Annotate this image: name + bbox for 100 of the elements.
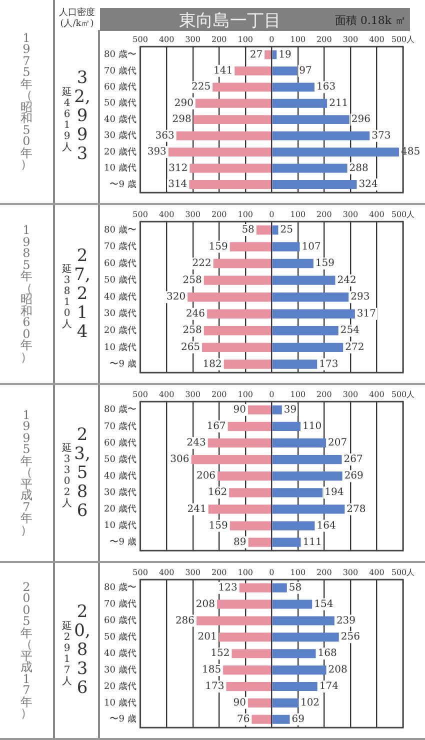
y-tick-label: 40 歳代 xyxy=(104,114,136,125)
x-tick-label: 100 xyxy=(290,568,306,577)
y-tick-label: 80 歳〜 xyxy=(104,224,136,236)
y-tick-label: 80 歳〜 xyxy=(104,404,136,416)
data-label: 239 xyxy=(336,615,356,626)
data-label: 25 xyxy=(280,224,293,236)
x-tick-label: 100 xyxy=(290,34,306,44)
x-tick-label: 500 xyxy=(132,568,148,577)
data-label: 312 xyxy=(168,162,188,174)
x-tick-label: 200 xyxy=(211,390,227,399)
x-tick-label: 0 xyxy=(269,210,274,219)
data-label: 39 xyxy=(284,404,297,416)
y-tick-label: 〜9 歳 xyxy=(110,536,136,548)
data-label: 159 xyxy=(315,258,335,270)
data-label: 154 xyxy=(314,598,334,610)
y-tick-label: 30 歳代 xyxy=(104,664,136,676)
x-tick-label: 300 xyxy=(185,34,200,44)
data-label: 293 xyxy=(350,292,370,303)
y-tick-label: 80 歳〜 xyxy=(104,582,136,594)
data-label: 201 xyxy=(198,632,217,643)
text: 延2917人 xyxy=(62,620,72,686)
data-label: 254 xyxy=(340,325,360,336)
x-tick-label: 200 xyxy=(316,210,332,219)
text: 1975年（昭和50年） xyxy=(20,30,32,171)
y-tick-label: 〜9 歳 xyxy=(110,358,136,370)
data-label: 102 xyxy=(300,698,320,709)
data-label: 298 xyxy=(172,114,192,126)
x-tick-label: 400 xyxy=(369,390,384,399)
x-tick-label: 400 xyxy=(369,210,384,219)
x-tick-label: 200 xyxy=(316,568,332,577)
data-label: 393 xyxy=(147,146,166,158)
data-label: 159 xyxy=(208,241,228,252)
data-label: 269 xyxy=(344,470,364,482)
data-label: 167 xyxy=(206,421,226,432)
data-label: 222 xyxy=(192,258,212,270)
x-tick-label: 300 xyxy=(185,568,200,577)
data-label: 314 xyxy=(168,179,188,190)
data-label: 110 xyxy=(302,421,322,432)
x-tick-label: 500人 xyxy=(391,568,415,577)
text: 27,214 xyxy=(73,246,92,342)
y-tick-label: 30 歳代 xyxy=(104,308,136,320)
x-tick-label: 500人 xyxy=(391,390,415,399)
data-label: 76 xyxy=(236,714,250,725)
y-tick-label: 30 歳代 xyxy=(104,487,136,498)
x-tick-label: 500 xyxy=(132,210,148,219)
y-tick-label: 10 歳代 xyxy=(104,342,136,353)
data-label: 246 xyxy=(186,308,206,320)
data-label: 162 xyxy=(208,487,228,498)
text: 面積 0.18k ㎡ xyxy=(334,13,406,28)
data-label: 242 xyxy=(337,274,356,286)
data-label: 320 xyxy=(166,292,186,303)
x-tick-label: 400 xyxy=(369,568,384,577)
text: 2005年（平成17年） xyxy=(20,580,32,720)
y-tick-label: 70 歳代 xyxy=(104,65,136,76)
y-tick-label: 60 歳代 xyxy=(104,437,136,448)
y-tick-label: 10 歳代 xyxy=(104,162,136,174)
data-label: 258 xyxy=(182,325,202,336)
x-tick-label: 0 xyxy=(269,568,274,577)
y-tick-label: 〜9 歳 xyxy=(110,178,136,190)
x-tick-label: 200 xyxy=(211,568,227,577)
y-tick-label: 70 歳代 xyxy=(104,420,136,432)
x-tick-label: 300 xyxy=(185,210,200,219)
x-tick-label: 500人 xyxy=(391,34,415,44)
data-label: 265 xyxy=(180,342,200,354)
x-tick-label: 300 xyxy=(185,390,200,399)
data-label: 107 xyxy=(302,241,321,252)
x-tick-label: 200 xyxy=(316,390,332,399)
data-label: 152 xyxy=(210,648,230,660)
data-label: 123 xyxy=(218,582,238,594)
text: 23,586 xyxy=(73,424,92,520)
y-tick-label: 10 歳代 xyxy=(104,697,136,708)
x-tick-label: 100 xyxy=(238,34,254,44)
x-tick-label: 400 xyxy=(369,34,384,44)
data-label: 90 xyxy=(233,404,246,416)
x-tick-label: 500人 xyxy=(391,210,415,219)
text: 人口密度(人/k㎡) xyxy=(58,8,96,31)
text: 延3810人 xyxy=(62,264,72,330)
y-tick-label: 70 歳代 xyxy=(104,598,136,610)
data-label: 182 xyxy=(202,358,222,370)
x-tick-label: 0 xyxy=(269,390,274,399)
x-tick-label: 300 xyxy=(342,390,358,399)
data-label: 58 xyxy=(242,224,254,236)
x-tick-label: 500 xyxy=(132,390,148,399)
data-label: 256 xyxy=(340,632,360,643)
y-tick-label: 10 歳代 xyxy=(104,520,136,532)
x-tick-label: 500 xyxy=(132,34,148,44)
x-tick-label: 100 xyxy=(290,390,306,399)
text: 20,836 xyxy=(73,602,92,698)
data-label: 208 xyxy=(328,664,348,676)
x-tick-label: 300 xyxy=(342,34,358,44)
text: 延3302人 xyxy=(62,443,72,509)
data-label: 58 xyxy=(288,582,302,594)
data-label: 163 xyxy=(316,82,336,93)
y-tick-label: 80 歳〜 xyxy=(104,49,136,60)
text: 1995年（平成7年） xyxy=(20,408,32,537)
data-label: 363 xyxy=(155,130,174,142)
x-tick-label: 100 xyxy=(290,210,306,219)
x-tick-label: 200 xyxy=(316,34,332,44)
y-tick-label: 40 歳代 xyxy=(104,470,136,482)
data-label: 111 xyxy=(302,536,322,548)
